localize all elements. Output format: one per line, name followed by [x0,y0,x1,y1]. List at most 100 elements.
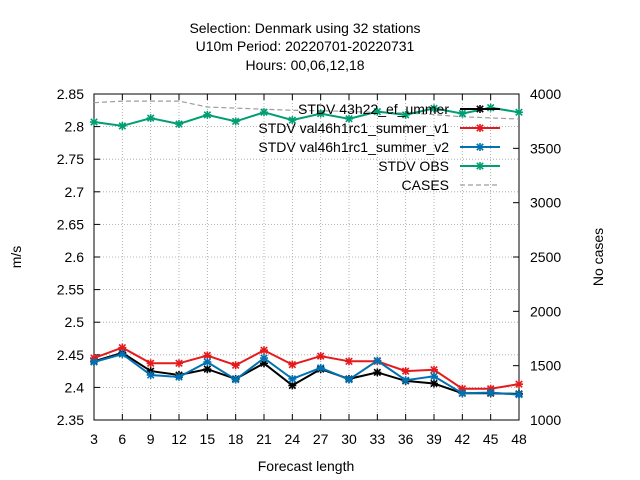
y-tick-label: 2.35 [57,412,84,428]
data-point [203,110,212,119]
data-point [90,118,98,127]
data-point [260,108,268,117]
x-tick-label: 18 [228,431,244,447]
series-layer [90,100,523,399]
data-point [175,359,183,368]
x-axis-label: Forecast length [258,458,355,474]
data-point [260,346,268,355]
x-tick-label: 30 [341,431,357,447]
x-tick-label: 27 [313,431,329,447]
y2-tick-label: 2500 [530,249,561,265]
grid [94,94,519,420]
y-tick-label: 2.6 [65,249,85,265]
data-point [288,116,297,125]
data-point [175,119,183,128]
data-point [486,103,495,112]
x-tick-label: 24 [285,431,301,447]
y-tick-label: 2.8 [65,119,85,135]
data-point [118,121,127,130]
y-tick-label: 2.4 [65,379,85,395]
legend-marker [476,124,484,132]
title-line-1: Selection: Denmark using 32 stations [189,20,420,36]
title-line-2: U10m Period: 20220701-20220731 [196,38,415,54]
legend: STDV 43h22_ef_ummer STDV val46h1rc1_summe… [258,101,500,193]
y2-tick-label: 1000 [530,412,561,428]
legend-entry: CASES [402,177,500,193]
data-point [231,117,240,126]
x-tick-label: 45 [483,431,499,447]
data-point [90,357,98,366]
data-point [373,356,382,365]
x-tick-label: 9 [147,431,155,447]
legend-entry: STDV OBS [378,158,500,174]
data-point [430,379,438,388]
y-tick-label: 2.55 [57,282,84,298]
data-point [203,351,212,360]
y-tick-label: 2.75 [57,151,84,167]
x-tick-label: 42 [455,431,471,447]
legend-marker [476,105,484,113]
y2-axis: 1000 1500 2000 2500 3000 3500 4000 [513,86,561,428]
series-line [93,351,520,395]
data-point [345,357,353,366]
series-stdv-val46h1rc1-summer-v1 [90,343,523,393]
data-point [515,380,523,389]
data-point [401,376,410,385]
data-point [203,357,212,366]
y2-tick-label: 1500 [530,358,561,374]
legend-entry: STDV val46h1rc1_summer_v2 [258,139,500,155]
data-point [486,388,495,397]
x-tick-label: 33 [370,431,386,447]
data-point [118,343,127,352]
data-point [515,390,523,399]
y-tick-label: 2.7 [65,184,85,200]
y-axis-label: m/s [8,246,24,269]
data-point [373,107,382,116]
y-tick-label: 2.45 [57,347,84,363]
x-tick-label: 6 [118,431,126,447]
y2-tick-label: 2000 [530,303,561,319]
data-point [288,374,297,383]
data-point [458,389,467,398]
legend-label: STDV val46h1rc1_summer_v1 [258,120,449,136]
data-point [175,372,183,381]
series-line [93,353,520,396]
legend-marker [476,162,484,170]
x-tick-label: 21 [256,431,272,447]
title-line-3: Hours: 00,06,12,18 [245,57,364,73]
legend-entry: STDV 43h22_ef_ummer [298,101,500,117]
legend-marker [476,143,484,151]
y2-tick-label: 3500 [530,140,561,156]
data-point [118,350,127,359]
y2-tick-label: 3000 [530,195,561,211]
data-point [316,363,325,372]
y2-axis-label: No cases [590,228,606,286]
legend-label: STDV OBS [378,158,449,174]
data-point [401,367,410,376]
data-point [458,109,467,118]
data-point [288,381,297,390]
data-point [515,108,523,117]
data-point [401,110,410,119]
series-line [93,106,520,127]
x-tick-label: 36 [398,431,414,447]
y-tick-label: 2.65 [57,216,84,232]
series-line [93,346,520,390]
data-point [316,352,325,361]
data-point [316,109,325,118]
legend-label: STDV val46h1rc1_summer_v2 [258,139,449,155]
data-point [345,375,353,384]
legend-label: CASES [402,177,449,193]
data-point [146,114,155,123]
data-point [146,371,155,380]
chart-title: Selection: Denmark using 32 stations U10… [189,20,420,73]
x-tick-label: 3 [90,431,98,447]
data-point [146,359,155,368]
data-point [203,365,212,374]
data-point [231,361,240,370]
data-point [288,360,297,369]
data-point [430,372,438,381]
y-tick-label: 2.5 [65,314,85,330]
x-tick-label: 39 [426,431,442,447]
